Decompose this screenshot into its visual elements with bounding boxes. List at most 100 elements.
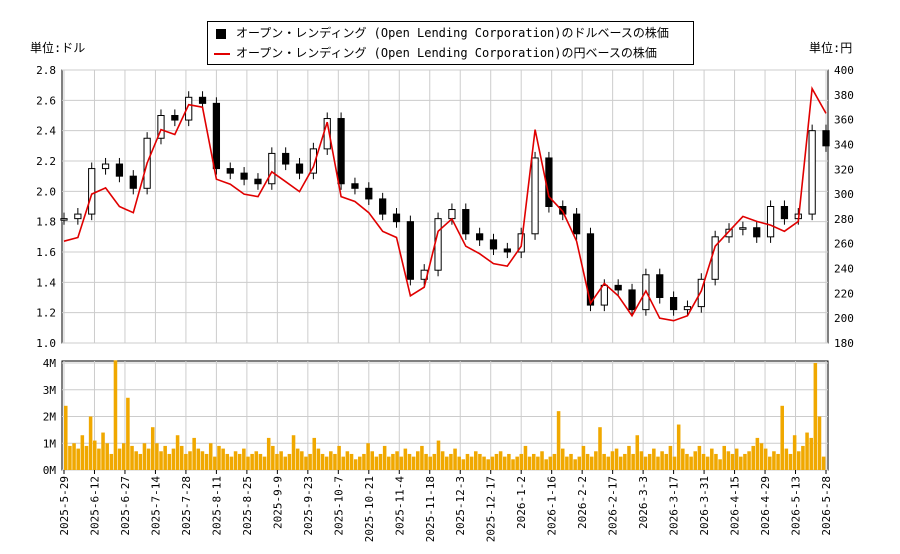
volume-bar xyxy=(478,453,482,470)
volume-bar xyxy=(693,451,698,470)
volume-bar xyxy=(643,456,648,470)
volume-bar xyxy=(196,448,201,470)
volume-bar xyxy=(88,416,93,470)
volume-bar xyxy=(283,456,288,470)
volume-bar xyxy=(614,448,619,470)
usd-candle-body xyxy=(656,274,664,298)
x-tick-label: 2025-8-11 xyxy=(210,476,223,536)
volume-bar xyxy=(676,424,681,470)
volume-bar xyxy=(726,451,731,470)
volume-bar xyxy=(92,440,97,470)
volume-bar xyxy=(540,451,544,470)
volume-bar xyxy=(494,453,499,470)
usd-candle-body xyxy=(171,115,179,121)
volume-bar xyxy=(337,445,341,470)
volume-bar xyxy=(420,445,424,470)
left-tick-label: 2.6 xyxy=(36,94,56,107)
right-tick-label: 360 xyxy=(834,114,854,127)
right-tick-label: 200 xyxy=(834,312,854,325)
right-tick-label: 320 xyxy=(834,163,854,176)
volume-bar xyxy=(780,405,784,470)
volume-bar xyxy=(316,448,321,470)
volume-bar xyxy=(627,445,631,470)
left-tick-label: 1.6 xyxy=(36,246,56,259)
x-tick-label: 2025-8-25 xyxy=(241,476,254,536)
volume-bar xyxy=(639,451,644,470)
volume-bar xyxy=(64,405,68,470)
volume-bar xyxy=(556,411,561,470)
volume-bar xyxy=(718,459,722,470)
left-tick-label: 2.2 xyxy=(36,155,56,168)
volume-bar xyxy=(623,453,627,470)
volume-bar xyxy=(312,437,317,470)
volume-tick-label: 1M xyxy=(43,437,57,450)
volume-bar xyxy=(461,459,466,470)
usd-candle-body xyxy=(392,213,401,223)
volume-bar xyxy=(445,456,449,470)
volume-bar xyxy=(341,456,346,470)
volume-bar xyxy=(743,453,747,470)
usd-candle-body xyxy=(115,163,124,177)
legend-marker-red-line xyxy=(214,52,230,55)
left-tick-label: 2.8 xyxy=(36,64,56,77)
volume-bar xyxy=(569,453,573,470)
volume-bar xyxy=(134,451,138,470)
x-tick-label: 2025-7-28 xyxy=(180,476,193,536)
usd-candle-body xyxy=(614,284,622,291)
x-tick-label: 2026-3-17 xyxy=(668,476,681,536)
x-tick-label: 2026-2-17 xyxy=(607,476,620,536)
usd-candle-body xyxy=(683,306,692,311)
volume-bar xyxy=(805,432,809,470)
volume-bar xyxy=(714,453,718,470)
volume-bar xyxy=(768,456,772,470)
volume-bar xyxy=(428,456,432,470)
right-tick-label: 380 xyxy=(834,89,854,102)
volume-bar xyxy=(279,451,283,470)
volume-bar xyxy=(734,448,739,470)
volume-bar xyxy=(171,448,176,470)
volume-bar xyxy=(291,435,296,470)
volume-bar xyxy=(432,453,437,470)
usd-candle-body xyxy=(101,163,110,170)
volume-bar xyxy=(544,459,548,470)
x-tick-label: 2026-5-28 xyxy=(820,476,833,536)
volume-bar xyxy=(84,445,89,470)
volume-bar xyxy=(97,448,101,470)
x-tick-label: 2026-3-3 xyxy=(637,476,650,529)
volume-bar xyxy=(76,448,80,470)
volume-bar xyxy=(320,453,325,470)
usd-candle-body xyxy=(489,239,498,250)
x-tick-label: 2025-10-7 xyxy=(332,476,345,536)
axes: 1.0 1.2 1.4 1.6 1.8 2.0 2.2 2.4 2.6 2.8 180 200 220 2… xyxy=(36,64,854,542)
usd-candle-body xyxy=(531,157,539,235)
volume-bar xyxy=(652,448,656,470)
volume-bar xyxy=(730,453,735,470)
volume-bar xyxy=(457,456,461,470)
volume-bar xyxy=(233,451,238,470)
legend-item-jpy: オープン・レンディング (Open Lending Corporation)の円… xyxy=(214,43,657,63)
usd-candle-body xyxy=(60,218,68,221)
usd-candle-body xyxy=(129,175,137,189)
volume-bar xyxy=(80,435,85,470)
volume-bar xyxy=(188,451,192,470)
volume-bar xyxy=(217,445,221,470)
right-tick-label: 340 xyxy=(834,138,854,151)
jpy-price-series xyxy=(63,86,827,322)
volume-bar xyxy=(668,445,673,470)
volume-bar xyxy=(184,453,188,470)
usd-candle-body xyxy=(157,115,165,139)
volume-bar xyxy=(747,451,751,470)
volume-bar xyxy=(449,453,453,470)
volume-bar xyxy=(113,360,118,470)
volume-bar xyxy=(809,437,813,470)
volume-bar xyxy=(179,445,184,470)
usd-candle-body xyxy=(586,233,595,306)
volume-bar xyxy=(631,453,635,470)
usd-candle-body xyxy=(739,227,747,230)
volume-bar xyxy=(146,448,151,470)
volume-bar xyxy=(598,427,602,470)
volume-bar xyxy=(101,432,105,470)
volume-bar xyxy=(175,435,180,470)
usd-candle-body xyxy=(725,228,733,238)
volume-bar xyxy=(710,448,714,470)
